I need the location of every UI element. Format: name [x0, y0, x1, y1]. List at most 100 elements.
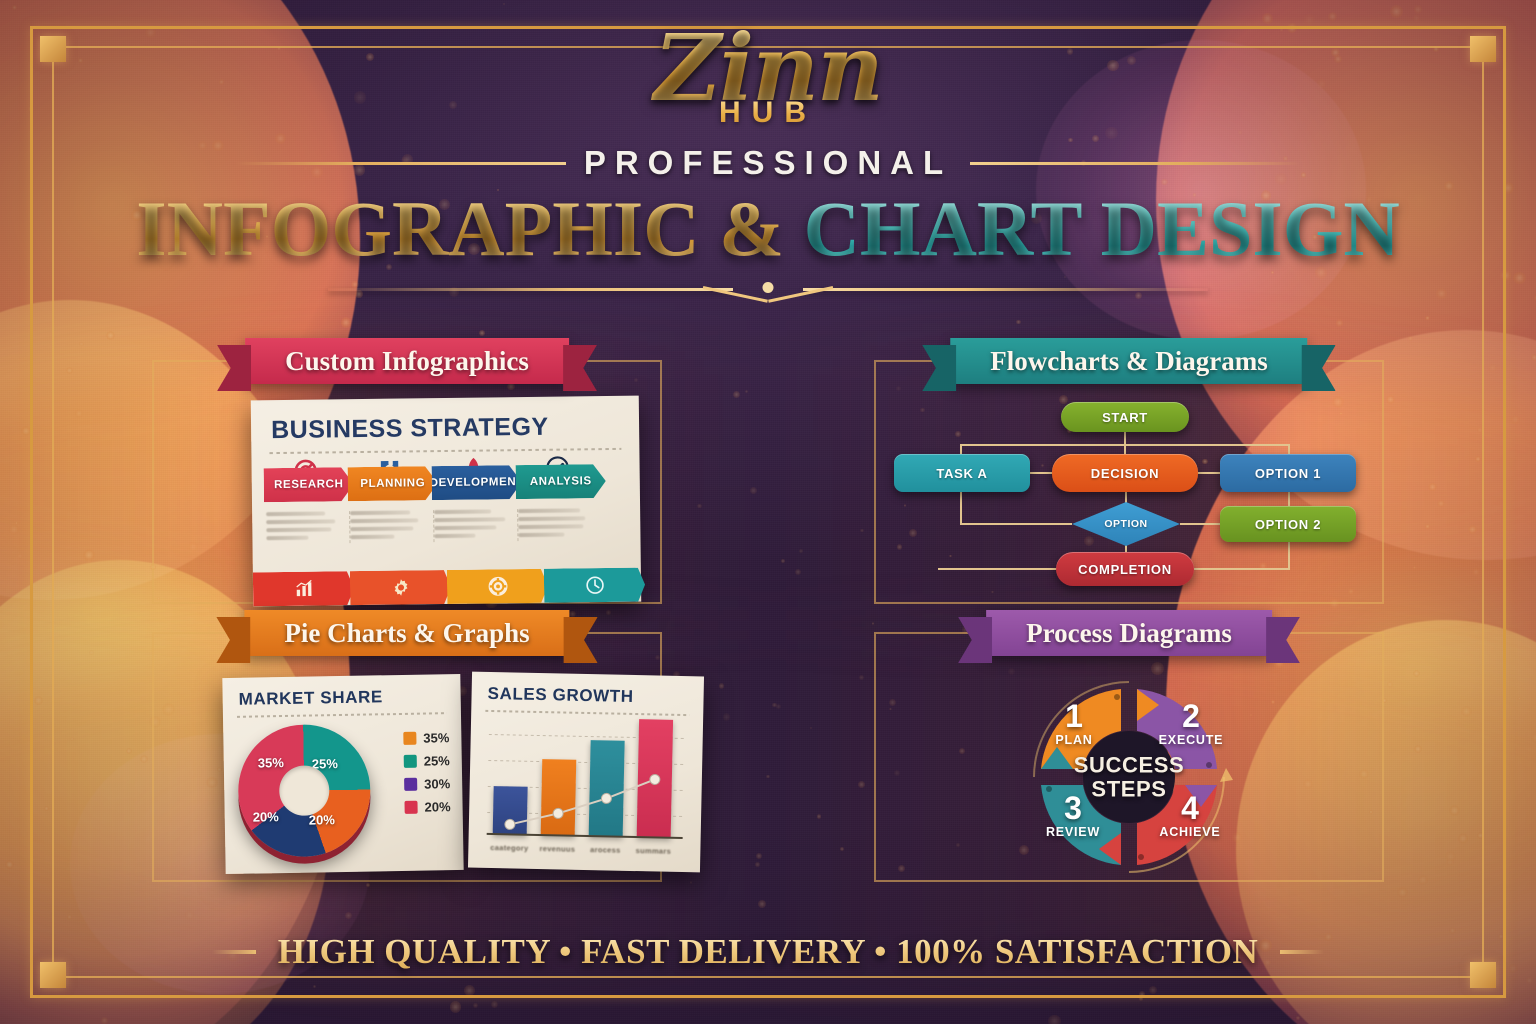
- legend-label: 20%: [424, 799, 451, 815]
- corner-ornament-bottom-right: [1470, 962, 1496, 988]
- legend-item[interactable]: 35%: [403, 730, 450, 746]
- cycle-diagram-svg: [1033, 681, 1233, 873]
- cycle-step-plan[interactable]: 1 PLAN: [1038, 700, 1110, 747]
- legend-swatch: [404, 800, 418, 814]
- divider-bar-right: [803, 287, 1208, 291]
- chart-title-sales-growth: SALES GROWTH: [487, 683, 634, 706]
- eyebrow-text: PROFESSIONAL: [583, 144, 953, 181]
- flow-connector-start-down: [1124, 432, 1126, 444]
- flow-connector-mid-down: [1124, 444, 1126, 454]
- eyebrow-rule-left: [235, 161, 566, 165]
- strategy-description-4: [518, 508, 602, 541]
- legend-label: 30%: [424, 776, 451, 792]
- banner-custom-infographics: Custom Infographics: [245, 338, 569, 384]
- strategy-step-planning[interactable]: PLANNING: [348, 466, 438, 501]
- card-title: BUSINESS STRATEGY: [270, 412, 549, 445]
- cycle-step-achieve[interactable]: 4 ACHIEVE: [1150, 792, 1230, 839]
- bar-chart-icon: [253, 571, 354, 606]
- chart-title-underline: [236, 712, 447, 718]
- corner-ornament-bottom-left: [40, 962, 66, 988]
- cycle-step-execute[interactable]: 2 EXECUTE: [1152, 700, 1230, 747]
- legend-swatch: [404, 777, 418, 791]
- bar-tick-label: caategory: [490, 843, 529, 853]
- flow-node-option-1[interactable]: OPTION 1: [1220, 454, 1356, 492]
- flow-node-option-2[interactable]: OPTION 2: [1220, 506, 1356, 542]
- legend-swatch: [403, 754, 417, 768]
- legend-item[interactable]: 20%: [404, 799, 451, 815]
- footer-tagline: HIGH QUALITY • FAST DELIVERY • 100% SATI…: [277, 932, 1259, 971]
- legend-swatch: [403, 731, 417, 745]
- corner-ornament-top-left: [40, 36, 66, 62]
- card-sales-growth[interactable]: SALES GROWTH: [467, 671, 705, 873]
- corner-ornament-top-right: [1470, 36, 1496, 62]
- panel-grid: Custom Infographics BUSINESS STRATEGY: [0, 336, 1536, 906]
- footer-dash-left: [211, 950, 256, 954]
- donut-chart[interactable]: 25% 20% 20% 35%: [237, 723, 372, 858]
- strategy-description-row: [266, 508, 640, 545]
- banner-flowcharts-diagrams: Flowcharts & Diagrams: [950, 338, 1308, 384]
- clock-icon: [544, 568, 645, 603]
- lifebuoy-icon: [447, 569, 548, 604]
- page-title: INFOGRAPHIC & CHART DESIGN: [0, 188, 1536, 270]
- bar-tick-label: revenuus: [539, 844, 576, 854]
- card-title-underline: [269, 447, 622, 455]
- cycle-step-number: 3: [1064, 790, 1082, 826]
- eyebrow-rule-right: [970, 161, 1301, 165]
- strategy-description-1: [266, 511, 351, 545]
- brand-logo-sub: HUB: [0, 96, 1536, 130]
- cycle-center-label: SUCCESS STEPS: [1074, 753, 1185, 801]
- strategy-step-research[interactable]: RESEARCH: [264, 467, 354, 502]
- cycle-step-label: ACHIEVE: [1159, 825, 1221, 839]
- flow-connector-decision-diamond: [1125, 492, 1127, 504]
- strategy-description-2: [350, 510, 435, 544]
- flow-connector-left-down: [960, 444, 962, 454]
- flow-node-completion[interactable]: COMPLETION: [1056, 552, 1194, 586]
- card-business-strategy[interactable]: BUSINESS STRATEGY: [250, 395, 641, 607]
- bar-chart[interactable]: caategory revenuus arocess summars: [486, 719, 685, 858]
- legend-label: 35%: [423, 730, 450, 746]
- flow-node-decision[interactable]: DECISION: [1052, 454, 1198, 492]
- strategy-step-analysis[interactable]: ANALYSIS: [516, 464, 606, 499]
- footer-row: HIGH QUALITY • FAST DELIVERY • 100% SATI…: [0, 932, 1536, 972]
- cycle-step-review[interactable]: 3 REVIEW: [1034, 792, 1112, 839]
- flow-connector-opt2-down: [1288, 542, 1290, 569]
- flow-connector-diamond-opt2: [1180, 523, 1220, 525]
- panel-custom-infographics[interactable]: Custom Infographics BUSINESS STRATEGY: [152, 338, 662, 607]
- cycle-step-label: EXECUTE: [1158, 733, 1224, 747]
- flow-connector-opt1-decision: [1198, 472, 1220, 474]
- flow-connector-completion-left: [938, 568, 1058, 570]
- footer-dash-right: [1280, 950, 1325, 954]
- slice-label-2: 20%: [252, 809, 279, 825]
- page-title-part1: INFOGRAPHIC &: [136, 185, 785, 272]
- slice-label-3: 35%: [257, 755, 284, 771]
- panel-pie-charts-graphs[interactable]: Pie Charts & Graphs MARKET SHARE 25% 20%…: [152, 610, 705, 882]
- flow-node-option-diamond[interactable]: OPTION: [1072, 502, 1180, 546]
- flow-connector-taska-decision: [1030, 472, 1052, 474]
- panel-process-diagrams[interactable]: Process Diagrams: [874, 610, 1384, 882]
- slice-label-0: 25%: [311, 756, 338, 772]
- cycle-step-number: 2: [1182, 698, 1200, 734]
- cycle-center-line2: STEPS: [1091, 776, 1167, 801]
- flowchart-canvas: START TASK A DECISION OPTION 1 OPTION OP…: [874, 402, 1384, 602]
- poster-header: Zinn HUB PROFESSIONAL INFOGRAPHIC & CHAR…: [0, 22, 1536, 304]
- strategy-icon-footer-bar: [253, 568, 641, 607]
- flow-connector-opt2-completion: [1194, 568, 1290, 570]
- cycle-step-number: 4: [1181, 790, 1199, 826]
- panel-flowcharts-diagrams[interactable]: Flowcharts & Diagrams: [874, 338, 1384, 604]
- flow-node-start[interactable]: START: [1061, 402, 1189, 432]
- legend-item[interactable]: 25%: [403, 753, 450, 769]
- chart-legend: 35% 25% 30% 20%: [403, 730, 451, 823]
- divider-dot: [762, 281, 774, 293]
- flow-node-task-a[interactable]: TASK A: [894, 454, 1030, 492]
- strategy-description-3: [434, 509, 519, 543]
- poster-footer: HIGH QUALITY • FAST DELIVERY • 100% SATI…: [0, 932, 1536, 972]
- bar-tick-label: arocess: [590, 845, 621, 855]
- strategy-step-development[interactable]: DEVELOPMENT: [432, 465, 522, 500]
- card-market-share[interactable]: MARKET SHARE 25% 20% 20% 35% 35%: [222, 673, 464, 875]
- chart-title-market-share: MARKET SHARE: [238, 687, 383, 709]
- bar-tick-label: summars: [635, 846, 672, 856]
- cycle-diagram[interactable]: SUCCESS STEPS 1 PLAN 2 EXECUTE 3 REVIEW …: [1004, 672, 1254, 882]
- legend-item[interactable]: 30%: [404, 776, 450, 792]
- cycle-step-label: PLAN: [1055, 733, 1093, 747]
